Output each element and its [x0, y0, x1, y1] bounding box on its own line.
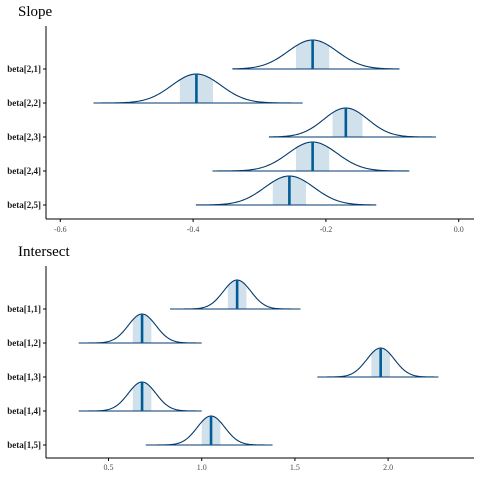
- density-curve: [268, 107, 437, 138]
- panel-title: Intersect: [18, 244, 70, 260]
- parameter-label: beta[2,5]: [7, 200, 41, 210]
- density-curve: [170, 279, 301, 310]
- parameter-label: beta[2,2]: [7, 98, 41, 108]
- parameter-row: beta[1,5]: [7, 415, 273, 450]
- parameter-label: beta[2,3]: [7, 132, 41, 142]
- parameter-label: beta[1,5]: [7, 440, 41, 450]
- x-tick-label: 1.0: [197, 463, 207, 472]
- parameter-row: beta[2,2]: [7, 73, 303, 108]
- density-curve: [232, 39, 400, 70]
- parameter-row: beta[2,5]: [7, 175, 377, 210]
- x-tick-label: 0.5: [104, 463, 114, 472]
- x-tick-label: -0.2: [320, 225, 333, 234]
- density-curve: [93, 73, 303, 104]
- chart-panel-0: Slope -0.6 -0.4 -0.2 0.0 beta[2,1] beta[2,2] be…: [7, 4, 474, 234]
- parameter-label: beta[1,2]: [7, 338, 41, 348]
- density-curve: [78, 381, 202, 412]
- panel-title: Slope: [18, 4, 53, 20]
- credible-interval-area: [332, 108, 363, 137]
- density-curve: [195, 175, 377, 206]
- parameter-row: beta[2,1]: [7, 39, 400, 74]
- x-tick-label: -0.4: [187, 225, 200, 234]
- parameter-label: beta[2,1]: [7, 64, 41, 74]
- density-curve: [317, 347, 439, 378]
- parameter-label: beta[2,4]: [7, 166, 41, 176]
- x-tick-label: 1.5: [290, 463, 300, 472]
- parameter-label: beta[1,4]: [7, 406, 41, 416]
- x-tick-label: -0.6: [54, 225, 67, 234]
- x-tick-label: 0.0: [454, 225, 464, 234]
- chart-panel-1: Intersect 0.5 1.0 1.5 2.0 beta[1,1] beta[1,2] b…: [7, 244, 474, 472]
- parameter-row: beta[1,4]: [7, 381, 202, 416]
- density-curve: [78, 313, 202, 344]
- parameter-label: beta[1,3]: [7, 372, 41, 382]
- parameter-row: beta[2,4]: [7, 141, 410, 176]
- parameter-row: beta[2,3]: [7, 107, 437, 142]
- x-tick-label: 2.0: [383, 463, 393, 472]
- parameter-row: beta[1,2]: [7, 313, 202, 348]
- density-curve: [145, 415, 273, 446]
- parameter-row: beta[1,1]: [7, 279, 301, 314]
- parameter-row: beta[1,3]: [7, 347, 439, 382]
- parameter-label: beta[1,1]: [7, 304, 41, 314]
